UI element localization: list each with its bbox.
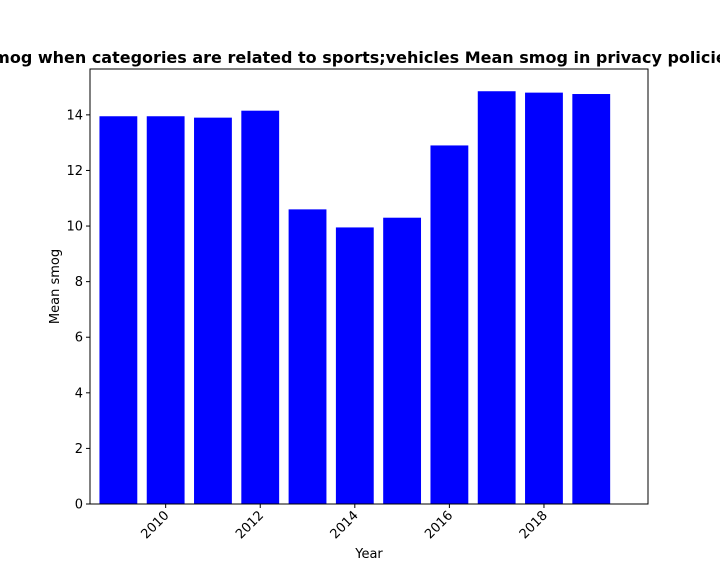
bar-2014 [335,227,374,504]
bar-2015 [383,217,422,505]
x-axis-label: Year [354,547,383,562]
bar-2010 [146,116,185,505]
y-tick-label: 0 [75,498,83,513]
y-axis: 0 2 4 6 8 10 12 14 [66,108,90,513]
y-tick-label: 2 [75,442,83,457]
bar-2009 [99,116,138,505]
y-tick-label: 12 [66,164,83,179]
bar-2018 [525,92,563,505]
bar-2012 [241,110,280,504]
y-axis-label: Mean smog [48,249,63,324]
bar-2013 [288,209,327,504]
x-axis: 2010 2012 2014 2016 2018 [138,504,551,542]
x-tick-label: 2014 [328,508,362,542]
bar-2019 [572,94,611,504]
y-tick-label: 14 [66,108,83,123]
x-tick-label: 2016 [422,508,456,542]
x-tick-label: 2012 [233,508,267,542]
bar-2011 [194,117,232,504]
y-tick-label: 4 [75,386,83,401]
plot-frame [89,68,649,505]
y-tick-label: 6 [75,331,83,346]
bars-group [99,91,611,505]
x-tick-label: 2018 [517,508,551,542]
y-tick-label: 8 [75,275,83,290]
bar-2017 [477,91,516,504]
x-tick-label: 2010 [138,508,172,542]
chart-title: Mean smog when categories are related to… [0,48,720,67]
y-tick-label: 10 [66,220,83,235]
bar-2016 [430,145,469,505]
